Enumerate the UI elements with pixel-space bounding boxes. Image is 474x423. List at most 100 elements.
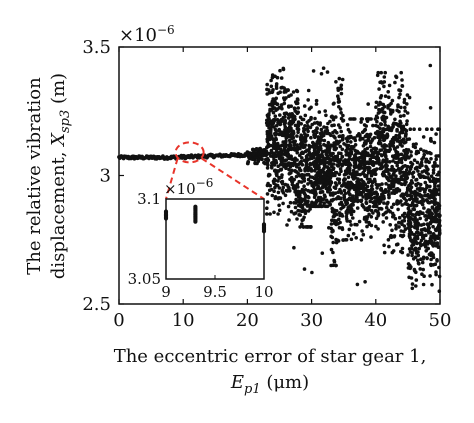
data-point: [384, 205, 389, 210]
data-point: [340, 154, 345, 159]
data-point: [428, 106, 433, 110]
data-point: [285, 135, 289, 140]
data-point: [280, 189, 285, 193]
data-point: [331, 240, 336, 245]
data-point: [361, 180, 366, 184]
data-point: [331, 191, 335, 195]
data-point: [322, 201, 327, 205]
data-point: [381, 220, 386, 224]
data-point: [324, 150, 328, 154]
data-point: [277, 175, 281, 180]
data-point: [273, 185, 277, 190]
data-point: [427, 195, 431, 199]
data-point: [404, 122, 409, 127]
data-point: [270, 89, 275, 94]
data-point: [339, 157, 343, 162]
data-point: [394, 223, 398, 228]
data-point: [287, 155, 291, 160]
data-point: [363, 160, 368, 165]
data-point: [369, 173, 374, 178]
data-point: [410, 244, 414, 248]
data-point: [359, 120, 363, 124]
data-point: [337, 172, 342, 177]
data-point: [319, 154, 324, 158]
data-point: [271, 110, 276, 115]
data-point: [423, 193, 427, 198]
data-point: [386, 90, 391, 94]
data-point: [378, 80, 382, 85]
data-point: [302, 129, 306, 133]
data-point: [346, 233, 351, 238]
data-point: [315, 126, 319, 130]
data-point: [331, 166, 336, 170]
data-point: [296, 130, 300, 134]
data-point: [416, 200, 421, 204]
data-point: [398, 92, 402, 97]
data-point: [302, 104, 307, 108]
data-point: [282, 98, 287, 102]
data-point: [336, 97, 341, 101]
data-point: [426, 200, 431, 205]
data-point: [328, 188, 333, 192]
data-point: [420, 260, 425, 265]
data-point: [290, 168, 294, 173]
data-point: [406, 262, 411, 266]
data-point: [293, 211, 298, 215]
data-point: [294, 174, 299, 179]
data-point: [325, 128, 330, 133]
data-point: [429, 151, 433, 156]
data-point: [411, 213, 415, 217]
data-point: [325, 125, 329, 130]
data-point: [432, 160, 437, 165]
data-point: [311, 69, 316, 73]
data-point: [303, 113, 308, 118]
data-point: [417, 127, 422, 131]
data-point: [418, 216, 423, 221]
data-point: [430, 200, 435, 204]
data-point: [353, 165, 358, 170]
data-point: [419, 195, 424, 199]
data-point: [432, 235, 437, 239]
data-point: [287, 143, 291, 148]
data-point: [384, 216, 389, 220]
data-point: [386, 177, 390, 182]
data-point: [314, 98, 319, 103]
data-point: [422, 152, 427, 157]
data-point: [288, 124, 292, 129]
data-point: [403, 109, 408, 113]
data-point: [300, 209, 305, 213]
data-point: [278, 196, 282, 200]
data-point: [275, 75, 280, 80]
data-point: [373, 199, 377, 203]
data-point: [411, 175, 416, 179]
y-axis-label-line2: displacement, Xsp3 (m): [48, 73, 73, 279]
data-point: [332, 134, 336, 138]
data-point: [339, 91, 344, 96]
data-point: [365, 194, 369, 199]
data-point: [424, 170, 429, 175]
data-point: [420, 235, 425, 239]
data-point: [415, 165, 419, 170]
data-point: [414, 247, 418, 251]
data-point: [367, 207, 372, 212]
data-point: [391, 159, 395, 163]
data-point: [409, 265, 413, 269]
data-point: [324, 185, 328, 189]
data-point: [319, 72, 324, 76]
data-point: [345, 123, 350, 127]
data-point: [302, 179, 307, 183]
data-point: [306, 188, 311, 193]
data-point: [337, 181, 342, 185]
data-point: [329, 133, 333, 138]
data-point: [295, 89, 300, 94]
data-point: [348, 134, 352, 139]
data-point: [434, 272, 438, 277]
data-point: [405, 111, 410, 115]
data-point: [406, 213, 411, 217]
data-point: [312, 148, 317, 153]
data-point: [363, 139, 368, 144]
data-point: [320, 204, 324, 209]
data-point: [295, 150, 300, 155]
data-point: [379, 153, 384, 157]
data-point: [394, 226, 398, 231]
